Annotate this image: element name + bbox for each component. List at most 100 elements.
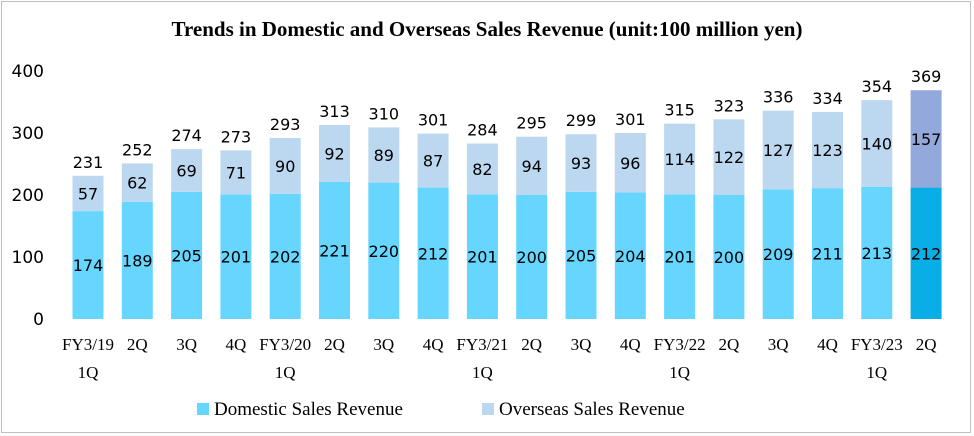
bar-domestic bbox=[220, 194, 252, 319]
bar-group: 205 69 274 bbox=[171, 126, 203, 319]
bar-domestic bbox=[713, 195, 745, 319]
bar-overseas bbox=[664, 123, 696, 195]
data-label-overseas: 93 bbox=[571, 154, 591, 173]
data-label-domestic: 202 bbox=[270, 247, 301, 266]
x-tick-label: 4Q bbox=[620, 335, 641, 354]
bar-domestic bbox=[72, 211, 104, 319]
data-label-overseas: 122 bbox=[714, 148, 745, 167]
bar-domestic bbox=[417, 187, 449, 319]
x-tick-label: 1Q bbox=[866, 363, 887, 382]
data-label-overseas: 123 bbox=[812, 141, 843, 160]
bar-domestic bbox=[121, 201, 153, 319]
data-label-total: 293 bbox=[270, 115, 301, 134]
data-label-overseas: 90 bbox=[275, 157, 295, 176]
x-tick-label: 2Q bbox=[719, 335, 740, 354]
bar-group: 200 94 295 bbox=[516, 114, 548, 319]
x-tick-label: 3Q bbox=[373, 335, 394, 354]
data-label-overseas: 57 bbox=[78, 184, 98, 203]
data-label-total: 231 bbox=[73, 153, 104, 172]
legend-label-overseas: Overseas Sales Revenue bbox=[499, 399, 685, 420]
bar-group: 221 92 313 bbox=[319, 102, 350, 319]
y-tick-label: 300 bbox=[12, 124, 44, 144]
bar-group: 209 127 336 bbox=[762, 88, 794, 319]
bar-group: 212 157 369 bbox=[910, 67, 942, 319]
bar-group: 189 62 252 bbox=[121, 140, 153, 319]
bar-overseas bbox=[269, 137, 301, 194]
y-tick-label: 200 bbox=[12, 186, 44, 206]
data-label-total: 274 bbox=[171, 126, 202, 145]
data-label-domestic: 212 bbox=[911, 244, 942, 263]
bar-group: 201 82 284 bbox=[466, 121, 498, 319]
y-tick-label: 100 bbox=[12, 248, 44, 268]
data-label-total: 336 bbox=[763, 88, 794, 107]
data-label-total: 334 bbox=[812, 89, 843, 108]
data-label-domestic: 201 bbox=[221, 248, 252, 267]
bar-overseas bbox=[516, 136, 548, 195]
data-label-overseas: 82 bbox=[472, 160, 492, 179]
bar-domestic bbox=[762, 189, 794, 319]
bar-group: 174 57 231 bbox=[72, 153, 104, 319]
legend-label-domestic: Domestic Sales Revenue bbox=[214, 399, 403, 420]
bar-group: 201 71 273 bbox=[220, 127, 252, 319]
x-tick-label: 4Q bbox=[226, 335, 247, 354]
data-label-total: 273 bbox=[221, 127, 252, 146]
y-tick-label: 400 bbox=[12, 62, 44, 82]
data-label-total: 354 bbox=[862, 77, 893, 96]
chart-title: Trends in Domestic and Overseas Sales Re… bbox=[172, 17, 803, 41]
data-label-overseas: 71 bbox=[226, 163, 246, 182]
data-label-total: 284 bbox=[467, 121, 498, 140]
bar-domestic bbox=[812, 188, 843, 319]
data-label-domestic: 221 bbox=[319, 241, 350, 260]
bar-domestic bbox=[171, 191, 203, 319]
bar-overseas bbox=[910, 90, 942, 188]
data-label-total: 313 bbox=[319, 102, 350, 121]
y-tick-label: 0 bbox=[33, 310, 44, 330]
data-label-total: 299 bbox=[566, 111, 597, 130]
legend-swatch-domestic bbox=[197, 403, 209, 415]
x-tick-label: 2Q bbox=[324, 335, 345, 354]
bar-overseas bbox=[713, 119, 745, 195]
bar-overseas bbox=[762, 110, 794, 190]
data-label-overseas: 114 bbox=[664, 150, 695, 169]
bar-overseas bbox=[220, 150, 252, 195]
x-tick-label: 3Q bbox=[768, 335, 789, 354]
data-label-overseas: 94 bbox=[522, 157, 542, 176]
data-label-total: 310 bbox=[369, 104, 400, 123]
x-tick-label: 2Q bbox=[521, 335, 542, 354]
data-label-total: 315 bbox=[664, 101, 695, 120]
data-label-domestic: 205 bbox=[566, 246, 597, 265]
data-label-domestic: 211 bbox=[812, 245, 843, 264]
data-label-overseas: 157 bbox=[911, 130, 942, 149]
data-label-overseas: 92 bbox=[324, 144, 344, 163]
data-label-total: 301 bbox=[418, 111, 449, 130]
bar-overseas bbox=[72, 175, 104, 212]
data-label-domestic: 212 bbox=[418, 244, 449, 263]
data-label-overseas: 89 bbox=[374, 146, 394, 165]
bar-overseas bbox=[417, 133, 449, 188]
bar-group: 200 122 323 bbox=[713, 96, 745, 319]
bar-overseas bbox=[368, 127, 400, 183]
bar-domestic bbox=[565, 191, 597, 319]
bar-overseas bbox=[319, 124, 350, 182]
x-tick-label: 1Q bbox=[472, 363, 493, 382]
bars: 174 57 231 189 62 252 205 69 274 201 71 273 202 90 293… bbox=[72, 67, 942, 319]
bar-overseas bbox=[466, 143, 498, 195]
data-label-domestic: 189 bbox=[122, 251, 153, 270]
bar-domestic bbox=[319, 181, 350, 319]
y-axis: 0 100 200 300 400 bbox=[12, 62, 44, 330]
data-label-overseas: 127 bbox=[763, 141, 794, 160]
legend-swatch-overseas bbox=[482, 403, 494, 415]
bar-domestic bbox=[516, 195, 548, 319]
bar-domestic bbox=[861, 186, 893, 319]
x-tick-label: 1Q bbox=[669, 363, 690, 382]
x-tick-label: FY3/19 bbox=[62, 335, 114, 354]
x-tick-label: 1Q bbox=[78, 363, 99, 382]
x-tick-label: 2Q bbox=[127, 335, 148, 354]
bar-domestic bbox=[614, 192, 646, 319]
bar-group: 204 96 301 bbox=[614, 110, 646, 319]
data-label-domestic: 205 bbox=[171, 246, 202, 265]
legend: Domestic Sales Revenue Overseas Sales Re… bbox=[197, 399, 685, 420]
bar-group: 201 114 315 bbox=[664, 101, 696, 319]
bar-overseas bbox=[614, 133, 646, 193]
bar-domestic bbox=[910, 187, 942, 319]
